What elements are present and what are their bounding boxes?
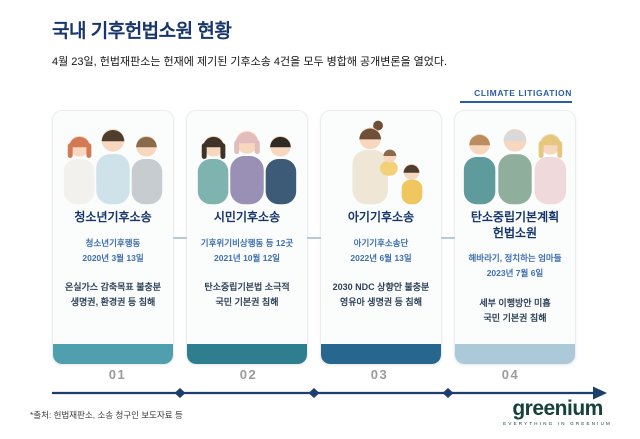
- card-date: 2023년 7월 6일: [486, 268, 544, 279]
- lawsuit-cards: 청소년기후소송 청소년기후행동 2020년 3월 13일 온실가스 감축목표 불…: [52, 110, 576, 365]
- mother-baby-illustration-icon: [352, 120, 423, 205]
- person-middle: [96, 129, 130, 205]
- person-right: [265, 135, 297, 205]
- card-color-bar: [321, 344, 441, 364]
- card-carbon-neutral-plan: 탄소중립기본계획 헌법소원 해바라기, 정치하는 엄마들 2023년 7월 6일 …: [454, 110, 576, 365]
- family-group-illustration-icon: [463, 129, 567, 205]
- person-middle-elder: [230, 130, 264, 205]
- person-middle-elder: [498, 129, 532, 205]
- card-org: 아기기후소송단: [353, 237, 409, 248]
- card-description: 온실가스 감축목표 불충분 생명권, 환경권 등 침해: [64, 282, 162, 308]
- card-org: 청소년기후행동: [85, 237, 141, 248]
- mother: [352, 120, 388, 205]
- card-color-bar: [187, 344, 307, 364]
- person-right: [534, 133, 567, 205]
- person-right: [131, 135, 163, 205]
- baby: [380, 149, 398, 176]
- card-org-date: 해바라기, 정치하는 엄마들 2023년 7월 6일: [468, 251, 561, 282]
- greenium-logo: greenium EVERYTHING IN GREENIUM: [503, 397, 612, 427]
- card-title: 청소년기후소송: [74, 210, 152, 224]
- timeline-number-3: 03: [370, 367, 389, 382]
- card-org-date: 청소년기후행동 2020년 3월 13일: [82, 236, 143, 267]
- timeline-arrow-icon: [52, 386, 607, 400]
- card-org-date: 기후위기비상행동 등 12곳 2021년 10월 12일: [201, 236, 293, 267]
- timeline-numbers: 01 02 03 04: [52, 367, 576, 382]
- card-title: 아기기후소송: [347, 210, 415, 224]
- page-subtitle: 4월 23일, 헌법재판소는 헌재에 제기된 기후소송 4건을 모두 병합해 공…: [52, 56, 448, 68]
- citizen-group-illustration-icon: [197, 130, 297, 205]
- card-title: 탄소중립기본계획 헌법소원: [470, 210, 560, 240]
- card-title: 시민기후소송: [213, 210, 281, 224]
- source-note: *출처: 헌법재판소, 소송 청구인 보도자료 등: [30, 410, 183, 420]
- greenium-logo-tagline: EVERYTHING IN GREENIUM: [503, 421, 612, 427]
- person-left: [63, 135, 95, 205]
- timeline-number-1: 01: [108, 367, 127, 382]
- card-connector: [173, 237, 187, 239]
- card-org-date: 아기기후소송단 2022년 6월 13일: [350, 236, 411, 267]
- climate-litigation-tag-label: CLIMATE LITIGATION: [474, 88, 572, 98]
- youth-group-illustration-icon: [63, 129, 163, 205]
- card-date: 2020년 3월 13일: [82, 252, 144, 263]
- card-youth-lawsuit: 청소년기후소송 청소년기후행동 2020년 3월 13일 온실가스 감축목표 불…: [52, 110, 174, 365]
- page-title: 국내 기후헌법소원 현황: [52, 21, 232, 42]
- card-description: 세부 이행방안 미흡 국민 기본권 침해: [479, 297, 551, 323]
- card-color-bar: [455, 344, 575, 364]
- card-date: 2021년 10월 12일: [213, 252, 280, 263]
- card-description: 2030 NDC 상향안 불충분 영유아 생명권 등 침해: [332, 282, 430, 308]
- card-org: 해바라기, 정치하는 엄마들: [468, 253, 562, 264]
- timeline-number-4: 04: [501, 367, 520, 382]
- toddler: [401, 163, 423, 205]
- card-connector: [441, 237, 455, 239]
- card-description: 탄소중립기본법 소극적 국민 기본권 침해: [204, 282, 290, 308]
- greenium-logo-text: greenium: [512, 397, 603, 420]
- person-left: [197, 135, 229, 205]
- tag-underline: [460, 101, 572, 103]
- card-citizen-lawsuit: 시민기후소송 기후위기비상행동 등 12곳 2021년 10월 12일 탄소중립…: [186, 110, 308, 365]
- climate-litigation-tag: CLIMATE LITIGATION: [460, 88, 572, 103]
- card-connector: [307, 237, 321, 239]
- timeline-number-2: 02: [239, 367, 258, 382]
- card-org: 기후위기비상행동 등 12곳: [200, 237, 294, 248]
- card-baby-lawsuit: 아기기후소송 아기기후소송단 2022년 6월 13일 2030 NDC 상향안…: [320, 110, 442, 365]
- person-left: [463, 133, 496, 205]
- card-color-bar: [53, 344, 173, 364]
- card-date: 2022년 6월 13일: [350, 252, 412, 263]
